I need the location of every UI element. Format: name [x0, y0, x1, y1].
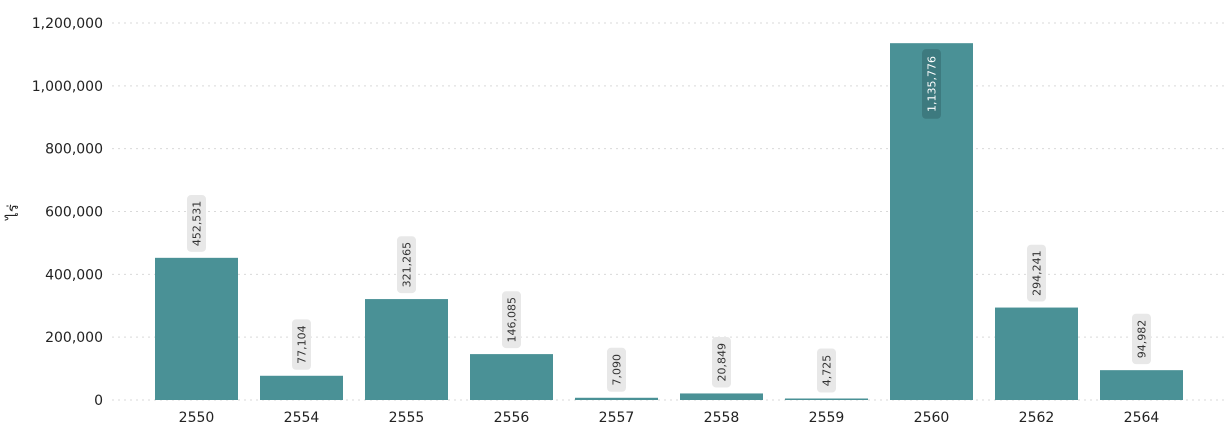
data-label: 94,982 [1132, 313, 1151, 365]
x-tick-label: 2562 [1019, 410, 1055, 426]
data-label: 452,531 [187, 195, 206, 252]
x-tick-label: 2560 [914, 410, 950, 426]
data-label-background [292, 319, 311, 370]
y-tick-label: 1,200,000 [32, 16, 103, 32]
bar [785, 398, 868, 400]
data-label-text: 94,982 [1136, 320, 1149, 359]
data-label: 77,104 [292, 319, 311, 370]
data-label: 321,265 [397, 236, 416, 294]
bar [260, 375, 343, 400]
data-label-background [922, 49, 941, 119]
data-label-text: 4,725 [821, 355, 834, 387]
x-axis-ticks: 2550 2554 2555 2556 2557 2558 2559 2560 2562 2564 [179, 410, 1160, 426]
data-label-background [607, 347, 626, 392]
x-tick-label: 2557 [599, 410, 635, 426]
data-label: 294,241 [1027, 244, 1046, 302]
data-label: 20,849 [712, 337, 731, 388]
y-axis-label: ไร่ [4, 204, 22, 221]
data-label-background [817, 348, 836, 393]
bar [470, 354, 553, 400]
x-tick-label: 2554 [284, 410, 320, 426]
y-axis-ticks: 0 200,000 400,000 600,000 800,000 1,000,000 1,… [32, 16, 103, 409]
bar [995, 307, 1078, 400]
x-tick-label: 2556 [494, 410, 530, 426]
y-tick-label: 200,000 [45, 330, 103, 346]
data-label: 7,090 [607, 347, 626, 392]
data-label-background [187, 195, 206, 252]
data-label-background [502, 291, 521, 349]
data-labels: 452,531 77,104 321,265 146,085 7,090 20,849 4,… [187, 49, 1151, 393]
x-tick-label: 2555 [389, 410, 425, 426]
data-label-text: 7,090 [611, 354, 624, 386]
x-tick-label: 2564 [1124, 410, 1160, 426]
x-tick-label: 2558 [704, 410, 740, 426]
data-label-text: 452,531 [191, 201, 204, 247]
bar [575, 397, 658, 400]
bars [155, 43, 1183, 401]
y-tick-label: 800,000 [45, 142, 103, 158]
data-label-background [1132, 313, 1151, 365]
data-label-text: 20,849 [716, 343, 729, 382]
data-label-background [397, 236, 416, 294]
data-label-background [1027, 244, 1046, 302]
x-tick-label: 2559 [809, 410, 845, 426]
x-tick-label: 2550 [179, 410, 215, 426]
data-label-text: 1,135,776 [926, 56, 939, 112]
data-label-text: 146,085 [506, 297, 519, 343]
data-label-text: 77,104 [296, 325, 309, 364]
data-label: 4,725 [817, 348, 836, 393]
data-label-background [712, 337, 731, 388]
y-tick-label: 1,000,000 [32, 79, 103, 95]
data-label: 146,085 [502, 291, 521, 349]
data-label: 1,135,776 [922, 49, 941, 119]
data-label-text: 294,241 [1031, 250, 1044, 296]
y-tick-label: 0 [94, 393, 103, 409]
bar [365, 299, 448, 400]
bar [1100, 370, 1183, 400]
bar [680, 393, 763, 400]
y-tick-label: 400,000 [45, 267, 103, 283]
bar [155, 257, 238, 400]
data-label-text: 321,265 [401, 242, 414, 288]
y-tick-label: 600,000 [45, 205, 103, 221]
